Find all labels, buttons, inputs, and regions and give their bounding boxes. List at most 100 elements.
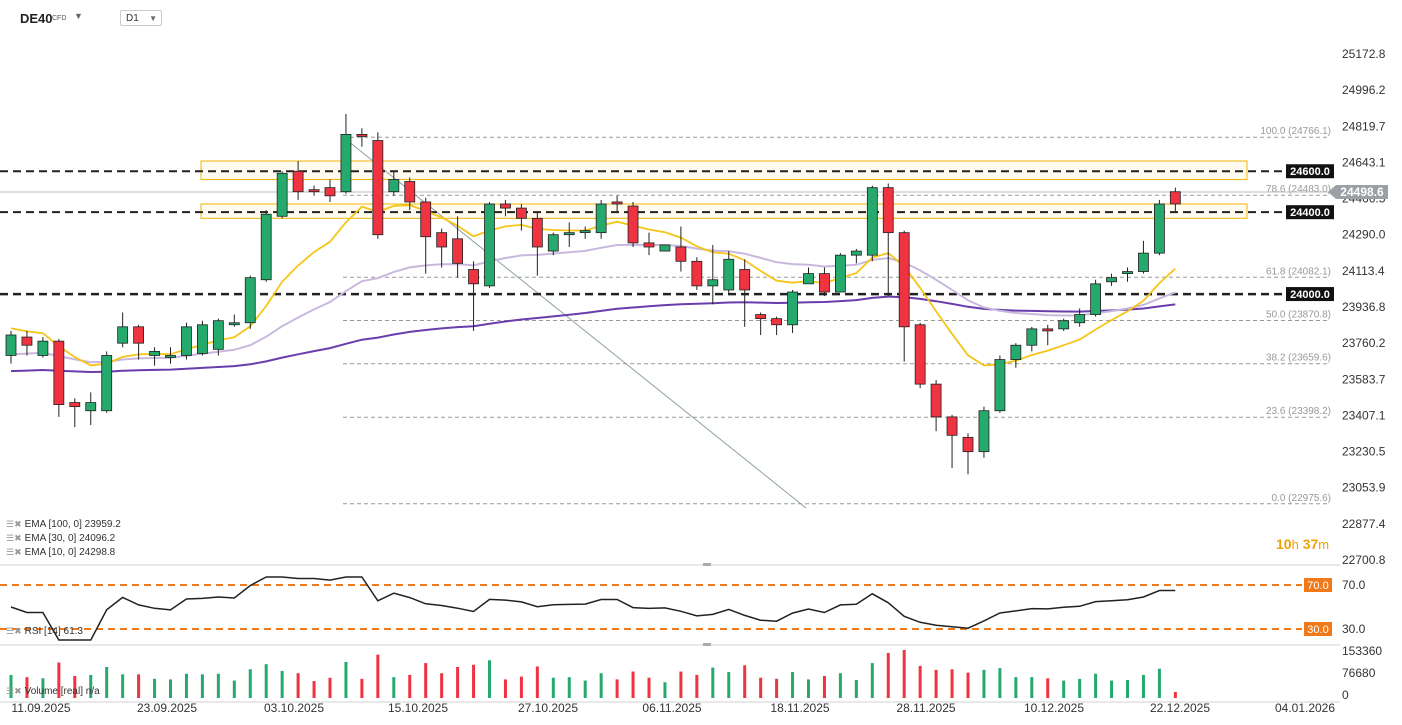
panel-resize-handle[interactable] [703,643,711,646]
candle-body[interactable] [882,187,894,234]
candle-body[interactable] [388,179,400,193]
candle-body[interactable] [308,189,320,193]
candle-body[interactable] [850,250,862,256]
settings-icon[interactable]: ☰✖ [6,547,22,557]
candle-body[interactable] [356,134,368,137]
candle-body[interactable] [946,416,958,436]
candle-body[interactable] [835,254,846,293]
candle-body[interactable] [372,140,384,236]
ema100-line[interactable] [10,295,1176,374]
candle-body[interactable] [1138,252,1149,272]
candle-body[interactable] [53,340,65,405]
candle-body[interactable] [611,201,623,205]
candle-body[interactable] [484,203,495,287]
candle-body[interactable] [276,172,288,217]
candle-body[interactable] [21,336,33,346]
candle-body[interactable] [1106,277,1117,283]
settings-icon[interactable]: ☰✖ [6,519,22,529]
candle-body[interactable] [404,181,416,203]
candle-body[interactable] [691,260,703,287]
candle-body[interactable] [500,203,511,209]
candle-body[interactable] [165,355,176,358]
candle-body[interactable] [531,217,543,248]
candle-body[interactable] [468,269,479,285]
candle-body[interactable] [260,213,272,281]
candle-body[interactable] [659,244,671,252]
candle-body[interactable] [244,277,256,324]
candle-body[interactable] [101,355,113,412]
legend-ema100[interactable]: ☰✖ EMA [100, 0] 23959.2 [6,519,121,530]
candle-body[interactable] [228,322,240,326]
candle-body[interactable] [930,383,942,418]
candle-body[interactable] [787,291,798,326]
candle-body[interactable] [1010,344,1022,360]
legend-rsi[interactable]: ☰✖ RSI [14] 61.3 [6,626,83,637]
fib-trendline[interactable] [342,136,807,509]
candle-body[interactable] [1122,271,1133,274]
candle-body[interactable] [37,340,49,356]
settings-icon[interactable]: ☰✖ [6,533,22,543]
candle-body[interactable] [516,207,527,219]
volume-bar [89,674,93,698]
candle-body[interactable] [1169,191,1181,205]
candle-body[interactable] [755,314,767,320]
candle-body[interactable] [212,320,224,350]
candle-body[interactable] [149,350,160,356]
volume-bar [25,677,29,698]
volume-bar [950,669,954,698]
candle-body[interactable] [803,273,814,285]
candle-body[interactable] [5,334,17,356]
candle-body[interactable] [452,238,464,264]
candle-body[interactable] [196,324,208,354]
date-axis-label: 15.10.2025 [388,701,448,715]
candle-body[interactable] [898,232,910,328]
candle-body[interactable] [675,246,687,262]
candle-body[interactable] [1154,203,1165,254]
candle-body[interactable] [1074,314,1086,324]
legend-volume[interactable]: ☰✖ Volume [real] n/a [6,686,100,697]
settings-icon[interactable]: ☰✖ [6,626,22,636]
candle-body[interactable] [1026,328,1038,346]
candle-body[interactable] [340,134,352,193]
candle-body[interactable] [324,187,336,197]
candle-body[interactable] [771,318,782,326]
sr-zone[interactable] [200,160,1248,180]
rsi-line[interactable] [10,576,1176,641]
candle-body[interactable] [723,258,735,291]
candle-body[interactable] [117,326,129,344]
candle-body[interactable] [707,279,719,287]
candle-body[interactable] [962,436,974,453]
candle-body[interactable] [547,234,559,252]
volume-bar [1173,692,1177,698]
instrument-symbol[interactable]: DE40 [20,11,53,26]
candle-body[interactable] [595,203,607,234]
candle-body[interactable] [739,269,751,291]
candle-body[interactable] [819,273,830,293]
candle-body[interactable] [436,232,448,248]
candle-body[interactable] [1058,320,1070,330]
candle-body[interactable] [866,187,878,256]
legend-ema30[interactable]: ☰✖ EMA [30, 0] 24096.2 [6,533,115,544]
candle-body[interactable] [1042,328,1054,332]
candle-body[interactable] [85,402,97,412]
legend-ema10[interactable]: ☰✖ EMA [10, 0] 24298.8 [6,547,115,558]
candle-body[interactable] [133,326,145,344]
settings-icon[interactable]: ☰✖ [6,686,22,696]
candle-body[interactable] [643,242,655,248]
candle-body[interactable] [563,232,575,236]
candle-body[interactable] [627,205,639,244]
sr-zone[interactable] [200,203,1248,219]
candle-body[interactable] [69,402,81,408]
candle-body[interactable] [1090,283,1101,315]
candle-body[interactable] [978,410,990,453]
candle-body[interactable] [994,359,1006,412]
panel-resize-handle[interactable] [703,563,711,566]
candle-body[interactable] [292,170,304,193]
candle-body[interactable] [579,230,591,234]
chevron-down-icon[interactable]: ▼ [74,11,83,21]
candle-body[interactable] [914,324,926,385]
candle-body[interactable] [420,201,432,238]
candle-body[interactable] [181,326,192,356]
timeframe-select[interactable]: D1 ▼ [120,10,162,26]
